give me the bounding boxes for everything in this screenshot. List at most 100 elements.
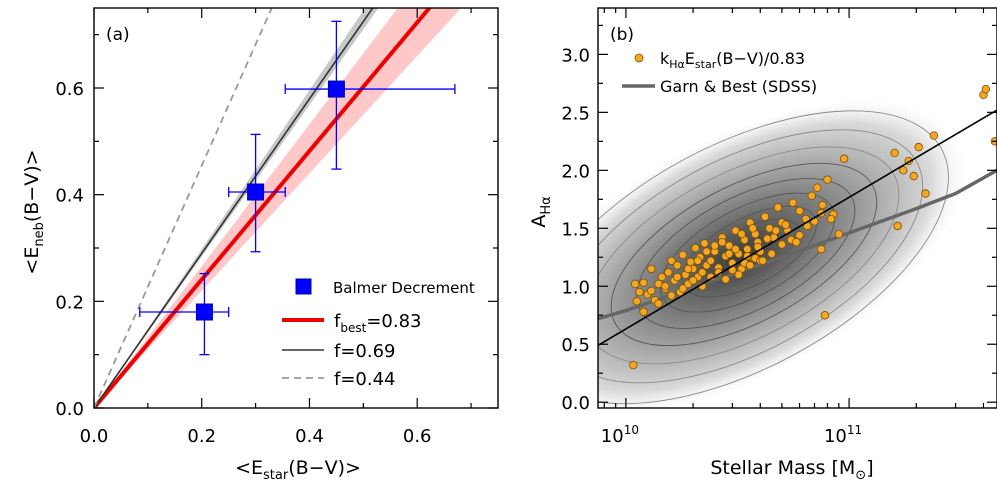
- sample-point: [678, 284, 688, 293]
- panel-b-legend: kHαEstar(B−V)/0.83 Garn & Best (SDSS): [622, 49, 817, 96]
- legend-balmer-label: Balmer Decrement: [333, 279, 475, 297]
- density-contour: [610, 162, 878, 347]
- sample-point: [760, 212, 770, 221]
- panel-a-y-axis-label: <Eneb(B−V)>: [21, 149, 47, 274]
- sample-point: [807, 191, 816, 201]
- black-fit-line: [598, 109, 997, 347]
- density-contour: [598, 146, 900, 365]
- y-tick-label: 2.0: [561, 161, 590, 182]
- sample-point: [792, 238, 801, 247]
- sample-point: [795, 231, 804, 240]
- x-tick-label: 0.2: [187, 426, 216, 447]
- panel-a-frame: [93, 7, 499, 409]
- x-tick-label: 1010: [601, 423, 639, 447]
- panel-a-label: (a): [106, 25, 130, 45]
- sample-point: [737, 229, 746, 239]
- fit-line-1: [94, 8, 374, 408]
- sample-point: [657, 272, 667, 282]
- sample-point: [771, 226, 781, 235]
- sample-point: [691, 243, 700, 253]
- sample-point: [899, 166, 908, 175]
- sample-point: [758, 256, 767, 265]
- sample-point: [893, 221, 902, 231]
- sample-point: [673, 272, 682, 282]
- sample-point: [820, 311, 830, 320]
- legend-garn-best-label: Garn & Best (SDSS): [660, 77, 817, 96]
- sample-point: [929, 131, 939, 140]
- y-tick-label: 0.0: [561, 393, 590, 414]
- sample-point: [635, 287, 644, 297]
- x-tick-label: 0.6: [403, 426, 432, 447]
- sample-point: [686, 257, 695, 267]
- sample-point: [667, 256, 676, 265]
- sample-point: [921, 189, 930, 198]
- sample-point: [731, 244, 740, 254]
- sample-point: [745, 261, 755, 270]
- legend-balmer-marker: [295, 278, 312, 295]
- sample-point: [909, 171, 919, 181]
- sample-point: [702, 247, 711, 256]
- sample-point: [795, 206, 804, 216]
- fit-band-1: [94, 8, 379, 408]
- balmer-point: [247, 183, 265, 201]
- y-tick-label: 1.5: [561, 219, 590, 240]
- density-contour: [636, 178, 856, 329]
- x-tick-label: 1011: [824, 423, 862, 447]
- sample-point: [743, 244, 752, 254]
- panel-b-label: (b): [610, 25, 634, 45]
- legend-f3-label: f=0.44: [334, 369, 396, 390]
- y-tick-label: 0.2: [55, 292, 84, 313]
- sample-point: [823, 175, 832, 184]
- y-tick-label: 0.5: [561, 335, 590, 356]
- panel-a-plot-area: [94, 8, 462, 408]
- sample-point: [826, 214, 836, 224]
- sample-point: [683, 264, 693, 274]
- y-tick-label: 3.0: [561, 45, 590, 66]
- panel-b: 1010 1011 0.0 0.5 1.0 1.5 2.0 2.5 3.0 (b) Stella…: [528, 7, 997, 483]
- sample-point: [834, 229, 844, 239]
- sample-point: [777, 240, 787, 249]
- sample-point: [667, 291, 676, 300]
- sample-point: [818, 200, 827, 210]
- y-tick-label: 0.4: [55, 186, 84, 207]
- sample-point: [813, 183, 822, 192]
- sample-point: [734, 270, 743, 279]
- sample-point: [890, 148, 899, 158]
- panel-a-axis-ticks: 0.0 0.2 0.4 0.6 0.0 0.2 0.4 0.6: [55, 8, 498, 447]
- sample-point: [724, 249, 734, 258]
- data-point-group-2: [284, 20, 456, 170]
- sample-point: [748, 224, 757, 233]
- sample-point: [839, 154, 849, 163]
- sample-point: [673, 261, 682, 270]
- sample-point: [816, 244, 826, 254]
- sample-point: [721, 275, 730, 284]
- panel-b-plot-area: [598, 84, 997, 408]
- balmer-point: [327, 80, 345, 98]
- sample-point: [678, 250, 688, 260]
- panel-a-x-axis-label: <Estar(B−V)>: [235, 457, 361, 482]
- sample-point: [763, 234, 772, 243]
- data-point-group-1: [228, 133, 286, 253]
- sample-point: [914, 142, 923, 152]
- sample-point: [710, 241, 719, 250]
- sample-point: [630, 279, 640, 289]
- data-point-group-0: [139, 272, 230, 356]
- sample-point: [698, 268, 707, 277]
- panel-a: 0.0 0.2 0.4 0.6 0.0 0.2 0.4 0.6 (a) <Estar(B−V)…: [21, 7, 499, 483]
- sample-point: [629, 360, 638, 370]
- sample-point: [706, 256, 715, 265]
- density-contour: [598, 129, 924, 384]
- balmer-point: [195, 303, 213, 321]
- panel-a-legend: Balmer Decrement fbest=0.83 f=0.69 f=0.4…: [282, 278, 475, 390]
- sample-point: [639, 278, 648, 287]
- y-tick-label: 1.0: [561, 277, 590, 298]
- sample-point: [647, 264, 656, 274]
- sample-point: [693, 256, 703, 265]
- panel-b-x-axis-label: Stellar Mass [M⊙]: [710, 457, 873, 482]
- sample-point: [773, 203, 783, 212]
- y-tick-label: 0.0: [55, 399, 84, 420]
- sample-point: [767, 249, 776, 258]
- sample-point: [700, 239, 709, 248]
- legend-f2-label: f=0.69: [334, 341, 396, 362]
